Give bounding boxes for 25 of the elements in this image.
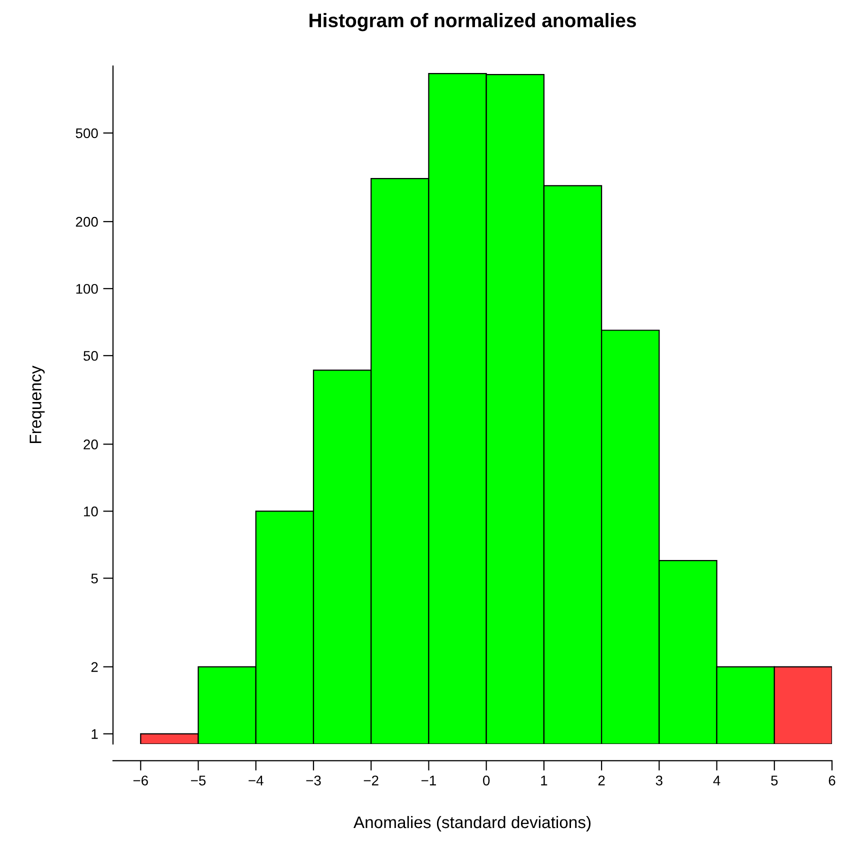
x-tick-label: −5 [191,776,206,786]
x-tick-label: −1 [421,776,436,786]
y-tick-label: 200 [76,216,98,227]
y-tick-label: 500 [76,128,98,138]
y-tick-label: 50 [84,350,98,361]
x-tick-label: 6 [828,776,836,786]
x-tick-label: −6 [133,776,148,786]
y-tick-label: 2 [91,662,98,672]
x-tick-label: 0 [483,776,490,786]
y-tick-label: 100 [76,284,98,294]
y-tick-label: 10 [84,506,98,516]
x-tick-label: 4 [713,776,720,786]
x-tick-label: 3 [656,776,662,786]
y-tick-label: 5 [91,574,98,584]
x-tick-label: −2 [364,776,378,786]
x-tick-label: 2 [598,776,605,786]
x-tick-label: 1 [541,776,548,786]
chart-title: Histogram of normalized anomalies [310,13,636,32]
y-tick-label: 20 [84,440,98,450]
x-tick-label: 5 [771,776,778,786]
x-axis-title: Anomalies (standard deviations) [354,816,591,832]
x-tick-label: −4 [248,776,264,786]
y-tick-label: 1 [92,729,98,739]
x-tick-label: −3 [306,776,321,786]
y-axis-title: Frequency [30,366,45,443]
